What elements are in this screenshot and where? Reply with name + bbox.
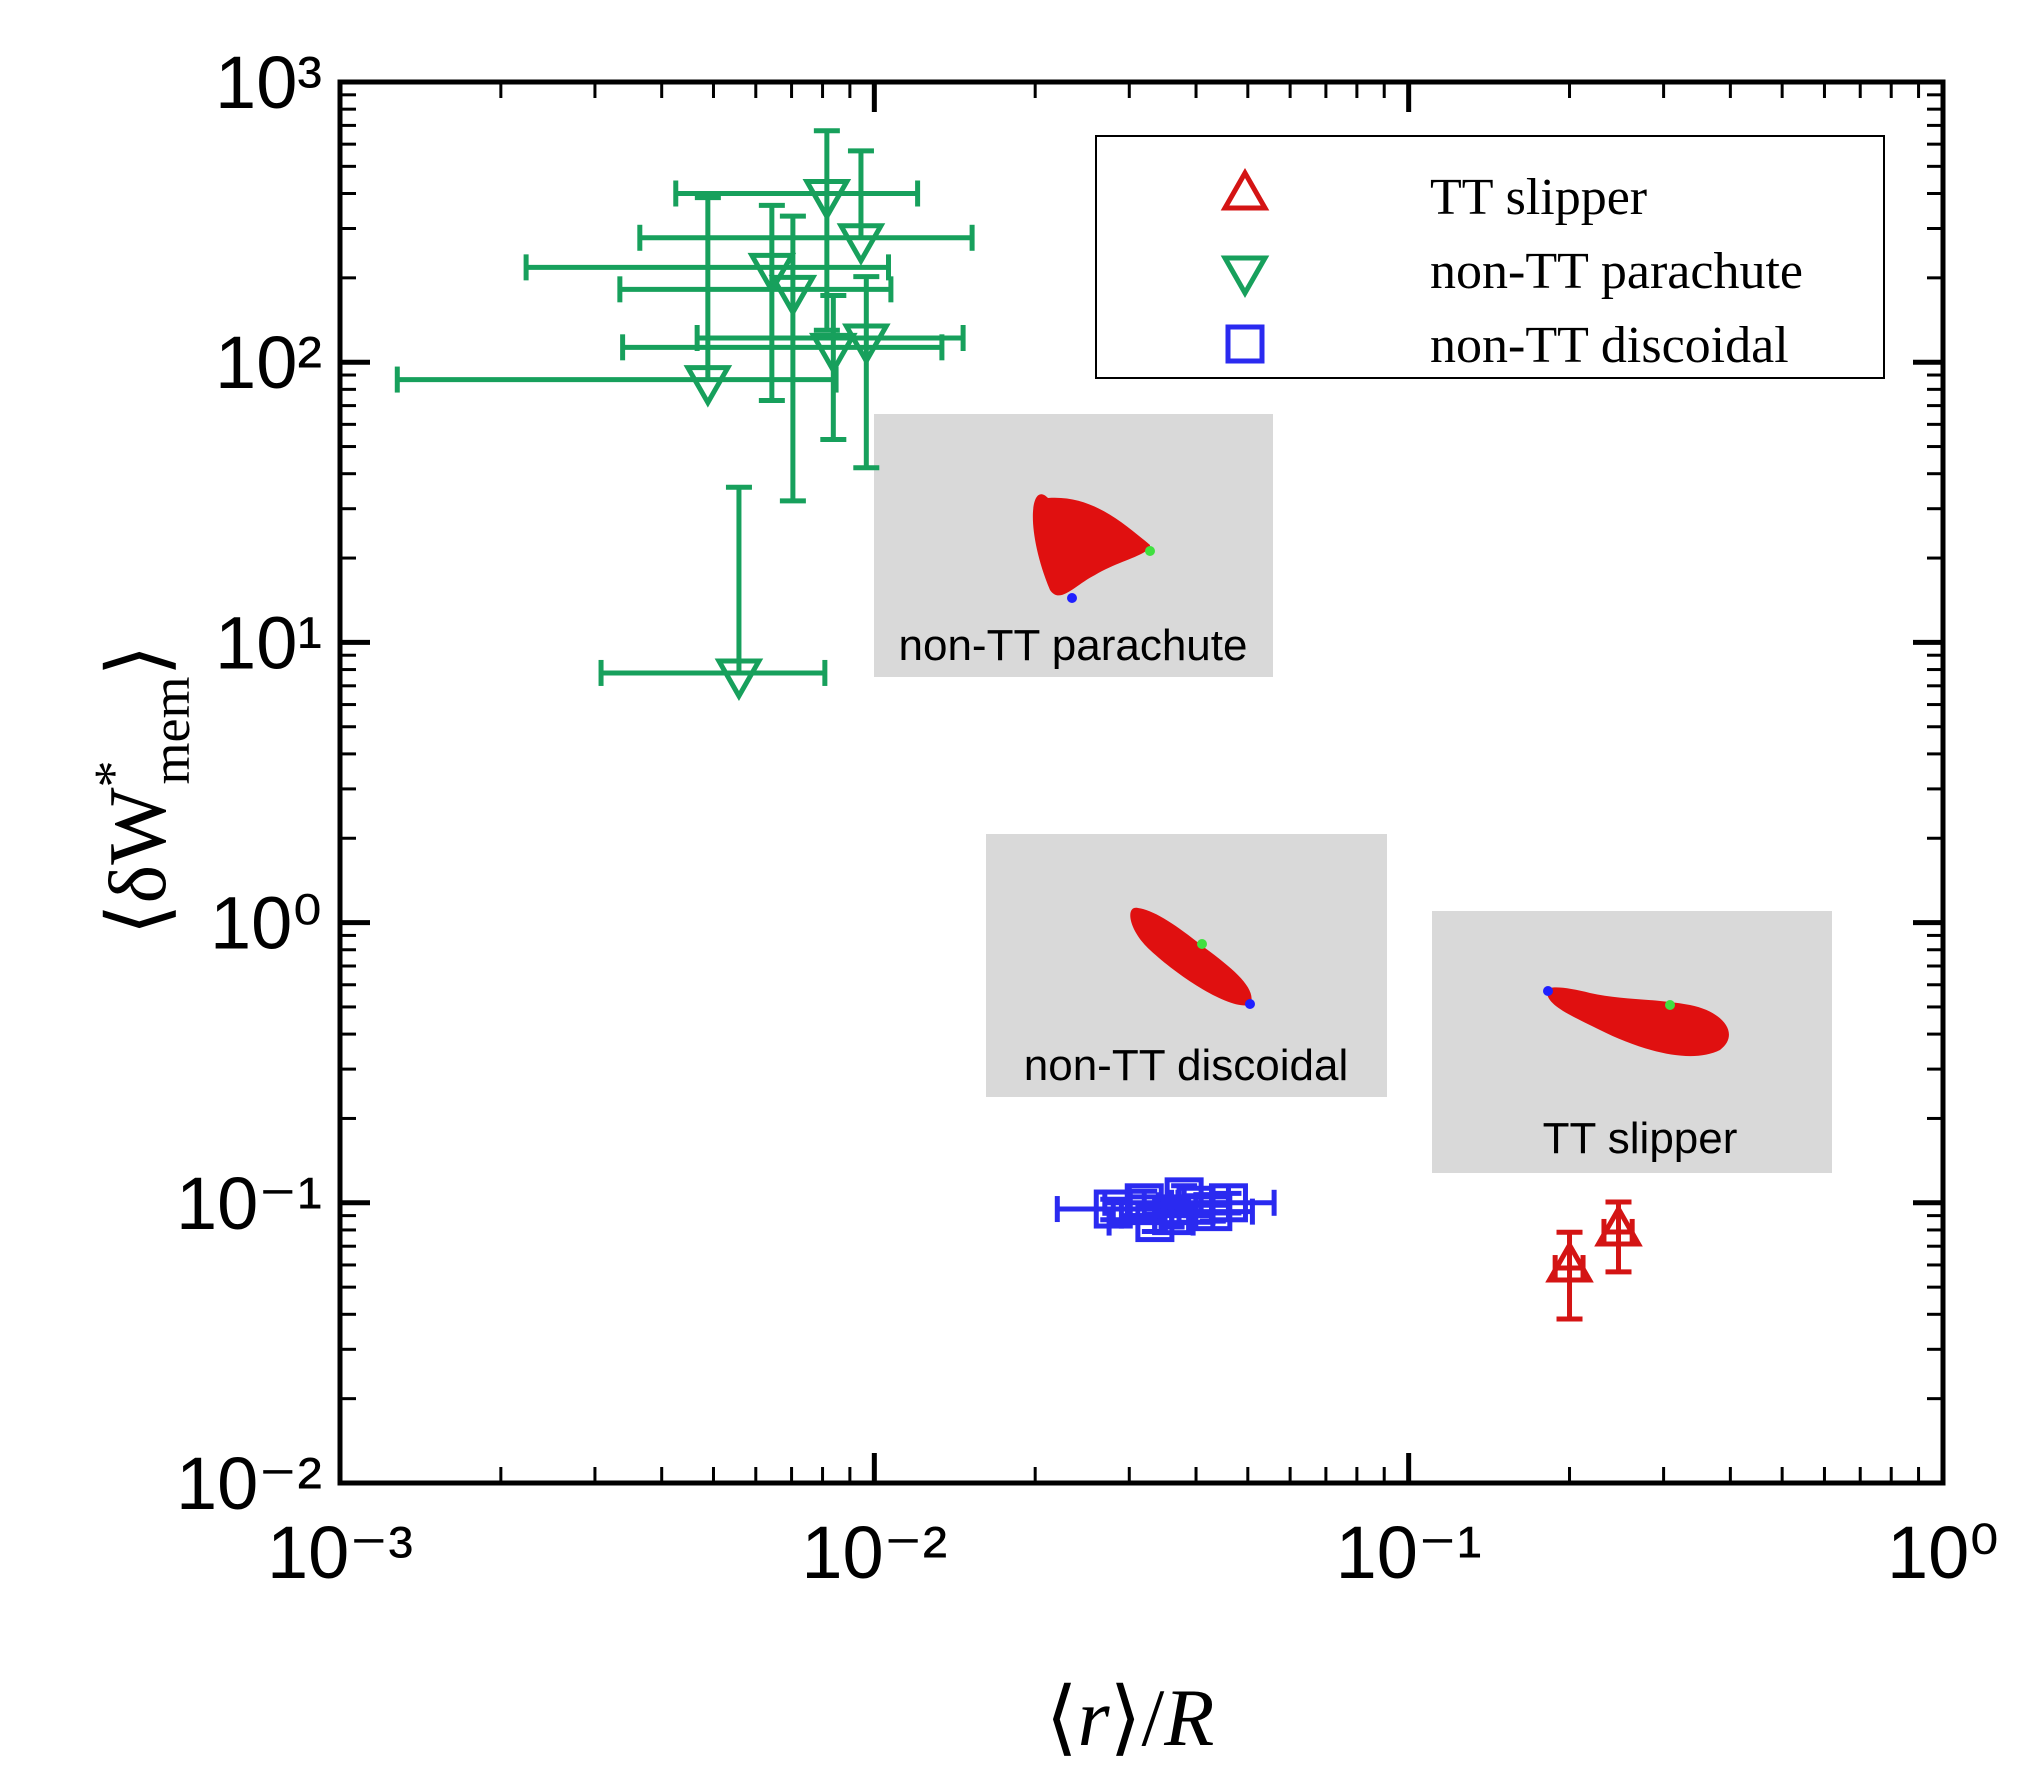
x-axis-label-part: ⟨: [1046, 1672, 1078, 1763]
cell-shape: [1032, 494, 1150, 596]
y-tick-label: 10⁻²: [176, 1442, 322, 1525]
plot-frame: [337, 79, 1946, 1486]
cell-marker: [1543, 986, 1553, 996]
marker: [809, 332, 858, 376]
cell-marker: [1665, 1000, 1675, 1010]
inset-parachute: non-TT parachute: [874, 414, 1273, 677]
marker: [1225, 324, 1265, 364]
marker: [714, 658, 764, 701]
x-axis-label-part: R: [1163, 1672, 1214, 1763]
marker: [1220, 255, 1270, 299]
marker: [768, 274, 818, 318]
marker: [802, 179, 852, 222]
y-tick-label: 10⁻¹: [176, 1162, 322, 1245]
x-axis-label-part: r: [1078, 1672, 1111, 1763]
marker: [1208, 1183, 1248, 1223]
cell-marker: [1067, 593, 1077, 603]
x-tick-label: 10⁻²: [801, 1511, 947, 1594]
x-axis-label: ⟨r⟩/R: [1046, 1672, 1215, 1763]
y-axis-label-part: *: [83, 760, 143, 787]
cell-marker: [1145, 546, 1155, 556]
legend-label: non-TT parachute: [1430, 243, 1803, 300]
legend-label: non-TT discoidal: [1430, 317, 1789, 374]
y-axis-label-part: mem: [141, 676, 201, 784]
cell-shape: [1130, 907, 1252, 1006]
inset-label: non-TT parachute: [899, 621, 1248, 670]
marker: [683, 365, 733, 408]
marker: [1545, 1240, 1594, 1283]
x-tick-label: 10⁻¹: [1336, 1511, 1482, 1594]
marker: [836, 223, 886, 266]
inset-label: non-TT discoidal: [1024, 1041, 1348, 1090]
y-axis-label: ⟨δW*mem⟩: [83, 644, 201, 935]
inset-slipper: TT slipper: [1432, 911, 1832, 1173]
cell-marker: [1197, 939, 1207, 949]
legend-label: TT slipper: [1430, 169, 1647, 226]
marker: [747, 252, 797, 296]
marker: [841, 323, 891, 367]
inset-label: TT slipper: [1543, 1114, 1738, 1163]
x-tick-label: 10⁰: [1887, 1511, 1999, 1594]
y-tick-label: 10²: [215, 321, 322, 404]
marker: [1220, 167, 1270, 211]
y-tick-label: 10⁰: [210, 882, 322, 965]
y-tick-label: 10³: [215, 41, 322, 124]
y-axis-label-part: ⟨δW: [92, 787, 183, 936]
cell-marker: [1245, 999, 1255, 1009]
x-tick-label: 10⁻³: [267, 1511, 413, 1594]
inset-discoidal: non-TT discoidal: [986, 834, 1387, 1097]
y-axis-label-part: ⟩: [92, 644, 183, 676]
cell-shape: [1546, 987, 1729, 1057]
y-tick-label: 10¹: [215, 601, 322, 684]
marker: [1594, 1203, 1643, 1247]
x-axis-label-part: ⟩/: [1110, 1672, 1165, 1763]
